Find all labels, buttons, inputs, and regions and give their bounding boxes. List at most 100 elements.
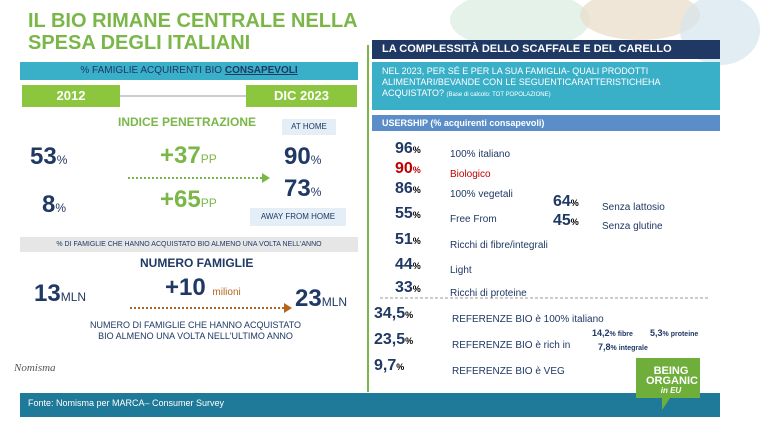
label: proteine xyxy=(670,331,699,338)
unit: % xyxy=(412,261,421,271)
value: 90 xyxy=(395,160,413,177)
unit: PP xyxy=(200,152,217,166)
value: 34,5 xyxy=(374,305,406,322)
unit: % xyxy=(412,145,421,155)
referenze-value: 9,7% xyxy=(374,357,404,375)
label: 100% vegetali xyxy=(450,189,513,200)
unit: % xyxy=(412,284,421,294)
title-line: SPESA DEGLI ITALIANI xyxy=(28,32,251,54)
unit: % xyxy=(405,336,414,346)
label: Senza glutine xyxy=(602,221,663,232)
label: Ricchi di proteine xyxy=(450,288,527,299)
question-line: ACQUISTATO? (Base di calcolo: TOT POPOLA… xyxy=(382,88,710,101)
label: REFERENZE BIO è rich in xyxy=(452,340,571,351)
unit: MLN xyxy=(60,290,87,304)
title-line: IL BIO RIMANE CENTRALE NELLA xyxy=(28,10,358,32)
section-title: INDICE PENETRAZIONE xyxy=(118,115,257,129)
unit: % xyxy=(396,362,405,372)
usership-label: Biologico xyxy=(450,164,491,182)
usership-value: 90% xyxy=(395,160,421,178)
stat: 90% xyxy=(284,143,321,171)
referenze-label: REFERENZE BIO è 100% italiano xyxy=(452,309,604,327)
value: 7,8 xyxy=(598,342,611,352)
usership-value: 51% xyxy=(395,231,421,249)
free-from-value: 64% xyxy=(553,193,579,211)
value: 55 xyxy=(395,205,413,222)
subtitle-emph: CONSAPEVOLI xyxy=(224,65,298,76)
stat: 53% xyxy=(30,143,67,171)
usership-value: 33% xyxy=(395,279,421,297)
usership-label: 100% vegetali xyxy=(450,184,513,202)
value: 51 xyxy=(395,231,413,248)
usership-bar: USERSHIP (% acquirenti consapevoli) xyxy=(372,115,720,131)
free-from-label: Senza glutine xyxy=(602,216,663,234)
question: NEL 2023, PER SÉ E PER LA SUA FAMIGLIA- … xyxy=(372,62,720,110)
stat: 13MLN xyxy=(34,280,86,308)
unit: MLN xyxy=(321,295,348,309)
rich-in: 5,3% proteine xyxy=(650,328,698,338)
usership-value: 44% xyxy=(395,256,421,274)
question-text: ACQUISTATO? xyxy=(382,88,445,98)
unit: % xyxy=(662,331,669,338)
value: 23,5 xyxy=(374,331,406,348)
usership-label: Ricchi di proteine xyxy=(450,283,527,301)
value: 45 xyxy=(553,212,571,229)
usership-value: 96% xyxy=(395,140,421,158)
value: +10 xyxy=(165,274,206,301)
label: REFERENZE BIO è 100% italiano xyxy=(452,314,604,325)
value: 13 xyxy=(34,280,61,307)
referenze-value: 23,5% xyxy=(374,331,413,349)
tag: AWAY FROM HOME xyxy=(250,208,346,226)
unit: % xyxy=(610,345,617,352)
value: +37 xyxy=(160,142,201,169)
unit: % xyxy=(310,153,322,167)
unit: % xyxy=(310,185,322,199)
unit: % xyxy=(412,236,421,246)
value: 86 xyxy=(395,180,413,197)
value: 14,2 xyxy=(592,328,610,338)
period-badge: 2012 xyxy=(22,85,120,107)
section-title: NUMERO FAMIGLIE xyxy=(140,256,254,270)
title: IL BIO RIMANE CENTRALE NELLA SPESA DEGLI… xyxy=(28,10,358,54)
unit: % xyxy=(412,185,421,195)
unit: % xyxy=(55,201,67,215)
unit: % xyxy=(570,217,579,227)
usership-label: Light xyxy=(450,260,472,278)
logo-line: ORGANIC xyxy=(646,375,698,387)
delta: +37PP xyxy=(160,142,217,170)
question-line: NEL 2023, PER SÉ E PER LA SUA FAMIGLIA- … xyxy=(382,66,649,76)
unit: % xyxy=(609,331,616,338)
tag: AT HOME xyxy=(282,119,336,135)
label: Senza lattosio xyxy=(602,202,665,213)
label: fibre xyxy=(617,331,633,338)
subtitle: % FAMIGLIE ACQUIRENTI BIO xyxy=(80,65,223,76)
usership-label: 100% italiano xyxy=(450,144,510,162)
delta: +65PP xyxy=(160,186,217,214)
value: 90 xyxy=(284,143,311,170)
label: Biologico xyxy=(450,169,491,180)
logo: Nomisma xyxy=(14,362,56,374)
referenze-value: 34,5% xyxy=(374,305,413,323)
free-from-label: Senza lattosio xyxy=(602,197,665,215)
logo-line: BEING xyxy=(653,365,689,377)
usership-label: Ricchi di fibre/integrali xyxy=(450,235,548,253)
rich-in: 14,2% fibre xyxy=(592,328,633,338)
stat: 8% xyxy=(42,191,66,219)
label: integrale xyxy=(618,345,648,352)
note-line: BIO ALMENO UNA VOLTA NELL'ULTIMO ANNO xyxy=(98,331,293,341)
usership-label: Free From xyxy=(450,209,497,227)
label: Light xyxy=(450,265,472,276)
value: 23 xyxy=(295,285,322,312)
note: NUMERO DI FAMIGLIE CHE HANNO ACQUISTATO … xyxy=(90,320,301,342)
referenze-label: REFERENZE BIO è rich in xyxy=(452,335,570,353)
label: 100% italiano xyxy=(450,149,511,160)
unit: milioni xyxy=(212,287,241,298)
stat: 23MLN xyxy=(295,285,347,313)
rich-in: 7,8% integrale xyxy=(598,342,648,352)
base: (Base di calcolo: TOT POPOLAZIONE) xyxy=(446,92,551,98)
value: 73 xyxy=(284,175,311,202)
value: 5,3 xyxy=(650,328,663,338)
panel-header: LA COMPLESSITÀ DELLO SCAFFALE E DEL CARE… xyxy=(372,40,720,59)
free-from-value: 45% xyxy=(553,212,579,230)
